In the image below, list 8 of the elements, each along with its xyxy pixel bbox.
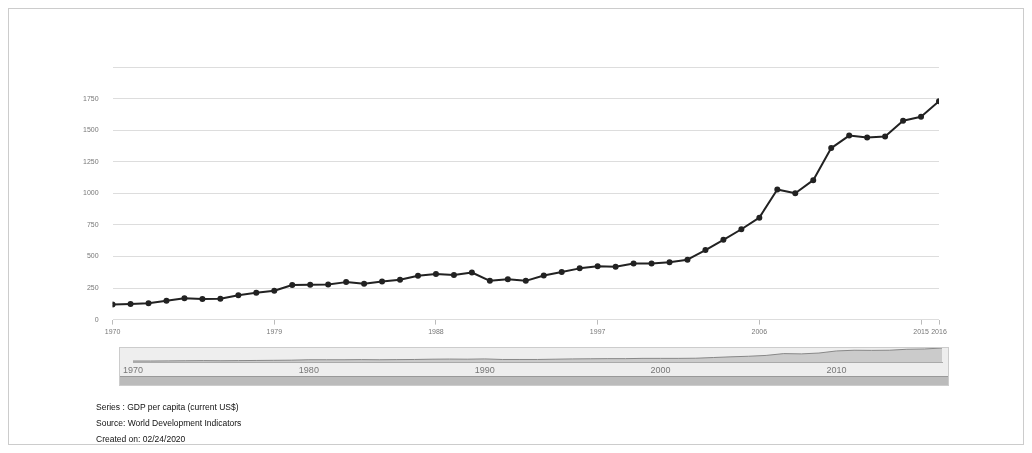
x-tick-label: 1980 (298, 364, 319, 375)
x-tick-label: 1970 (123, 364, 144, 375)
x-tick-label: 2000 (650, 364, 671, 375)
text: Created on: 02/24/2020 (96, 433, 187, 446)
text: Series : GDP per capita (current US$) (96, 401, 240, 414)
x-tick-label: 1990 (474, 364, 495, 375)
x-tick-label: 2010 (826, 364, 847, 375)
source-note: Source: World Development Indicators (96, 417, 242, 430)
